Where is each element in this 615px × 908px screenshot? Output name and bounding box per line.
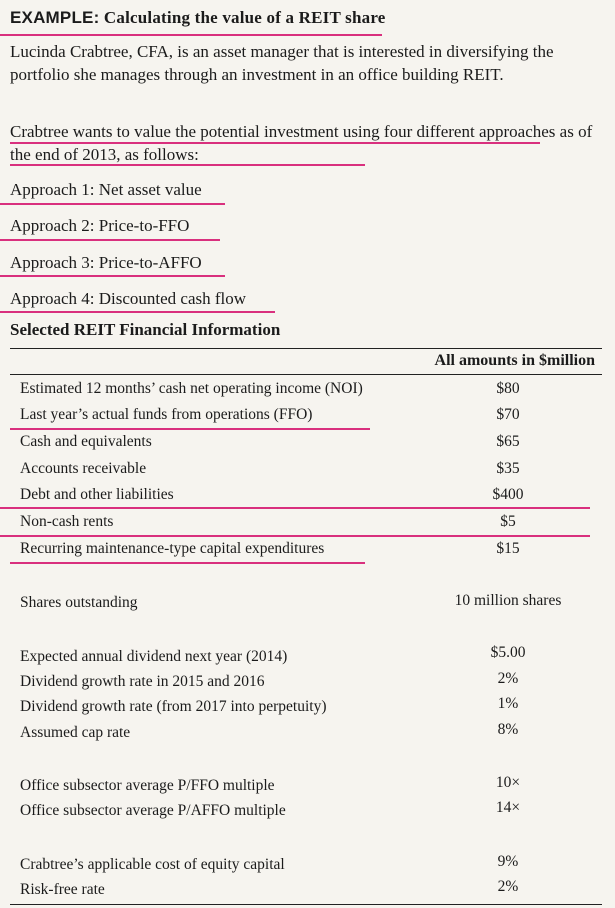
table-bottom-rule bbox=[10, 904, 602, 905]
approach-4-line bbox=[0, 311, 275, 313]
example-title: EXAMPLE: Calculating the value of a REIT… bbox=[10, 8, 386, 28]
approach-4: Approach 4: Discounted cash flow bbox=[10, 289, 247, 308]
title-highlight-line bbox=[0, 34, 382, 36]
row-label-pffo: Office subsector average P/FFO multiple bbox=[20, 777, 275, 794]
row-ffo-line bbox=[10, 428, 370, 430]
approaches-intro-line-1 bbox=[10, 142, 540, 144]
row-value-risk-free: 2% bbox=[497, 878, 519, 895]
row-value-ffo: $70 bbox=[496, 406, 520, 423]
approaches-intro-paragraph: Crabtree wants to value the potential in… bbox=[10, 122, 593, 164]
row-value-pffo: 10× bbox=[495, 774, 521, 791]
row-label-paffo: Office subsector average P/AFFO multiple bbox=[20, 802, 286, 819]
row-value-cap-rate: 8% bbox=[497, 721, 519, 738]
example-title-lead: EXAMPLE: bbox=[10, 8, 100, 27]
row-label-capex: Recurring maintenance-type capital expen… bbox=[20, 540, 325, 557]
table-title: Selected REIT Financial Information bbox=[10, 320, 281, 339]
approach-1-line bbox=[0, 203, 225, 205]
row-noncash-rents-line bbox=[0, 535, 590, 537]
row-value-noi: $80 bbox=[496, 380, 520, 397]
table-top-rule bbox=[10, 348, 602, 349]
row-label-dividend: Expected annual dividend next year (2014… bbox=[20, 648, 288, 665]
row-label-cap-rate: Assumed cap rate bbox=[20, 724, 131, 741]
row-value-shares: 10 million shares bbox=[454, 592, 562, 609]
row-value-debt: $400 bbox=[492, 486, 524, 503]
table-column-header: All amounts in $million bbox=[434, 352, 595, 369]
row-label-shares: Shares outstanding bbox=[20, 594, 138, 611]
approach-2: Approach 2: Price-to-FFO bbox=[10, 216, 190, 235]
intro-paragraph: Lucinda Crabtree, CFA, is an asset manag… bbox=[10, 42, 554, 84]
row-label-growth-2017: Dividend growth rate (from 2017 into per… bbox=[20, 698, 327, 715]
example-title-text: Calculating the value of a REIT share bbox=[103, 8, 386, 27]
approach-3: Approach 3: Price-to-AFFO bbox=[10, 253, 202, 272]
row-value-growth-2015: 2% bbox=[497, 670, 519, 687]
row-label-noncash-rents: Non-cash rents bbox=[20, 513, 114, 530]
row-label-ffo: Last year’s actual funds from operations… bbox=[20, 406, 313, 423]
approach-2-line bbox=[0, 239, 220, 241]
row-value-paffo: 14× bbox=[495, 799, 521, 816]
row-label-risk-free: Risk-free rate bbox=[20, 881, 105, 898]
row-capex-line bbox=[10, 562, 365, 564]
row-value-growth-2017: 1% bbox=[497, 695, 519, 712]
row-label-cash: Cash and equivalents bbox=[20, 433, 152, 450]
row-value-receivables: $35 bbox=[496, 460, 520, 477]
row-label-debt: Debt and other liabilities bbox=[20, 486, 174, 503]
row-debt-line bbox=[0, 507, 590, 509]
approach-1: Approach 1: Net asset value bbox=[10, 180, 202, 199]
row-label-cost-of-equity: Crabtree’s applicable cost of equity cap… bbox=[20, 856, 285, 873]
row-value-cash: $65 bbox=[496, 433, 520, 450]
table-header-rule bbox=[10, 374, 602, 375]
row-value-capex: $15 bbox=[496, 540, 520, 557]
approach-3-line bbox=[0, 275, 225, 277]
approaches-intro-line-2 bbox=[10, 164, 365, 166]
row-value-cost-of-equity: 9% bbox=[497, 853, 519, 870]
row-label-noi: Estimated 12 months’ cash net operating … bbox=[20, 380, 363, 397]
row-label-receivables: Accounts receivable bbox=[20, 460, 147, 477]
row-value-dividend: $5.00 bbox=[490, 644, 526, 661]
row-value-noncash-rents: $5 bbox=[500, 513, 516, 530]
row-label-growth-2015: Dividend growth rate in 2015 and 2016 bbox=[20, 673, 265, 690]
